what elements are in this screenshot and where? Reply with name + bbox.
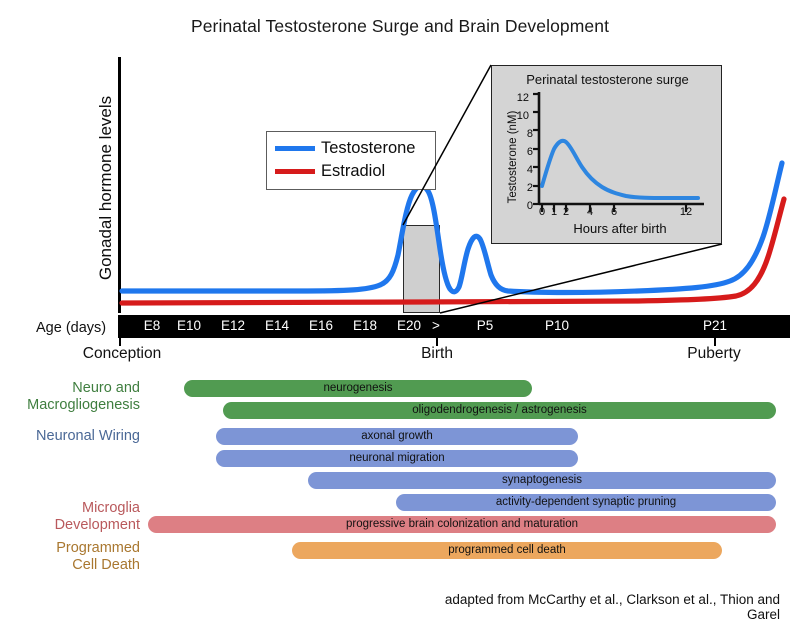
axis-anchor-puberty: [714, 338, 716, 346]
inset-title: Perinatal testosterone surge: [526, 72, 689, 87]
axis-label-conception: Conception: [82, 345, 162, 362]
process-bar-neurogenesis[interactable]: [184, 380, 532, 397]
process-label-progressive-brain-colonization: progressive brain colonization and matur…: [345, 518, 579, 530]
inset-panel-testosterone-surge: Perinatal testosterone surge Testosteron…: [491, 65, 722, 244]
legend-item-testosterone: Testosterone: [275, 137, 427, 160]
inset-ytick-12: 12: [516, 92, 529, 104]
group-label-neuro-line2: Macrogliogenesis: [27, 397, 140, 413]
legend-swatch-testosterone: [275, 146, 315, 151]
group-label-wiring-line1: Neuronal Wiring: [36, 428, 140, 444]
axis-anchor-birth: [436, 338, 438, 346]
axis-anchor-conception: [119, 338, 121, 346]
timeline-tick-e14: E14: [264, 318, 290, 333]
process-label-axonal-growth: axonal growth: [361, 430, 433, 442]
group-label-neuro-macrogliogenesis: Neuro and Macrogliogenesis: [0, 380, 140, 414]
surge-highlight-box: [403, 225, 440, 313]
group-label-programmed-cell-death: Programmed Cell Death: [0, 540, 140, 574]
legend-label-estradiol: Estradiol: [321, 162, 386, 181]
timeline-tick-e8: E8: [143, 318, 161, 333]
y-axis-label: Gonadal hormone levels: [96, 95, 115, 281]
axis-label-puberty: Puberty: [687, 345, 741, 362]
process-label-synaptogenesis: synaptogenesis: [502, 474, 582, 486]
process-bar-axonal-growth[interactable]: [216, 428, 578, 445]
y-axis-line: [118, 57, 121, 313]
process-label-oligodendrogenesis-astrogenesis: oligodendrogenesis / astrogenesis: [412, 404, 587, 416]
axis-label-birth: Birth: [421, 345, 453, 362]
timeline-tick-p21: P21: [702, 318, 728, 333]
inset-ytick-2: 2: [526, 182, 533, 194]
timeline-tick-p10: P10: [544, 318, 570, 333]
timeline-tick-e18: E18: [352, 318, 378, 333]
inset-ytick-10: 10: [516, 110, 529, 122]
timeline-tick-e20: E20: [396, 318, 422, 333]
timeline-tick-e12: E12: [220, 318, 246, 333]
process-label-neuronal-migration: neuronal migration: [349, 452, 445, 464]
legend-item-estradiol: Estradiol: [275, 160, 427, 183]
group-label-microglia-line1: Microglia: [81, 500, 140, 516]
footer-credit: adapted from McCarthy et al., Clarkson e…: [444, 592, 780, 622]
inset-axes-and-curve: [533, 92, 704, 212]
developmental-process-section: Neuro and Macrogliogenesis Neuronal Wiri…: [0, 372, 800, 574]
legend: Testosterone Estradiol: [266, 131, 436, 190]
process-bar-activity-dependent-synaptic-pruning[interactable]: [396, 494, 776, 511]
group-label-microglia-line2: Development: [54, 517, 140, 533]
process-bar-synaptogenesis[interactable]: [308, 472, 776, 489]
process-bar-programmed-cell-death[interactable]: [292, 542, 722, 559]
group-label-neuronal-wiring: Neuronal Wiring: [0, 428, 140, 445]
timeline-tick-e10: E10: [176, 318, 202, 333]
group-label-pcd-line1: Programmed: [56, 540, 140, 556]
timeline-tick-birth-marker: >: [432, 318, 440, 333]
inset-x-axis-label: Hours after birth: [573, 221, 667, 236]
inset-ytick-4: 4: [526, 164, 533, 176]
x-axis-label: Age (days): [36, 320, 107, 336]
timeline-tick-p5: P5: [476, 318, 494, 333]
group-label-pcd-line2: Cell Death: [72, 557, 140, 573]
process-bar-progressive-brain-colonization[interactable]: [148, 516, 776, 533]
inset-ytick-8: 8: [526, 128, 533, 140]
process-label-neurogenesis: neurogenesis: [323, 382, 393, 394]
timeline-tick-e16: E16: [308, 318, 334, 333]
process-bar-neuronal-migration[interactable]: [216, 450, 578, 467]
process-bar-oligodendrogenesis-astrogenesis[interactable]: [223, 402, 776, 419]
group-label-microglia-development: Microglia Development: [0, 500, 140, 534]
process-label-activity-dependent-synaptic-pruning: activity-dependent synaptic pruning: [495, 496, 677, 508]
group-label-neuro-line1: Neuro and: [72, 380, 140, 396]
inset-testosterone-curve: [540, 138, 700, 200]
timeline-bar: [118, 315, 790, 338]
legend-label-testosterone: Testosterone: [321, 139, 416, 158]
legend-swatch-estradiol: [275, 169, 315, 174]
page-title: Perinatal Testosterone Surge and Brain D…: [190, 16, 610, 36]
inset-ytick-0: 0: [526, 200, 533, 212]
inset-ytick-6: 6: [526, 146, 533, 158]
process-label-programmed-cell-death: programmed cell death: [448, 544, 566, 556]
